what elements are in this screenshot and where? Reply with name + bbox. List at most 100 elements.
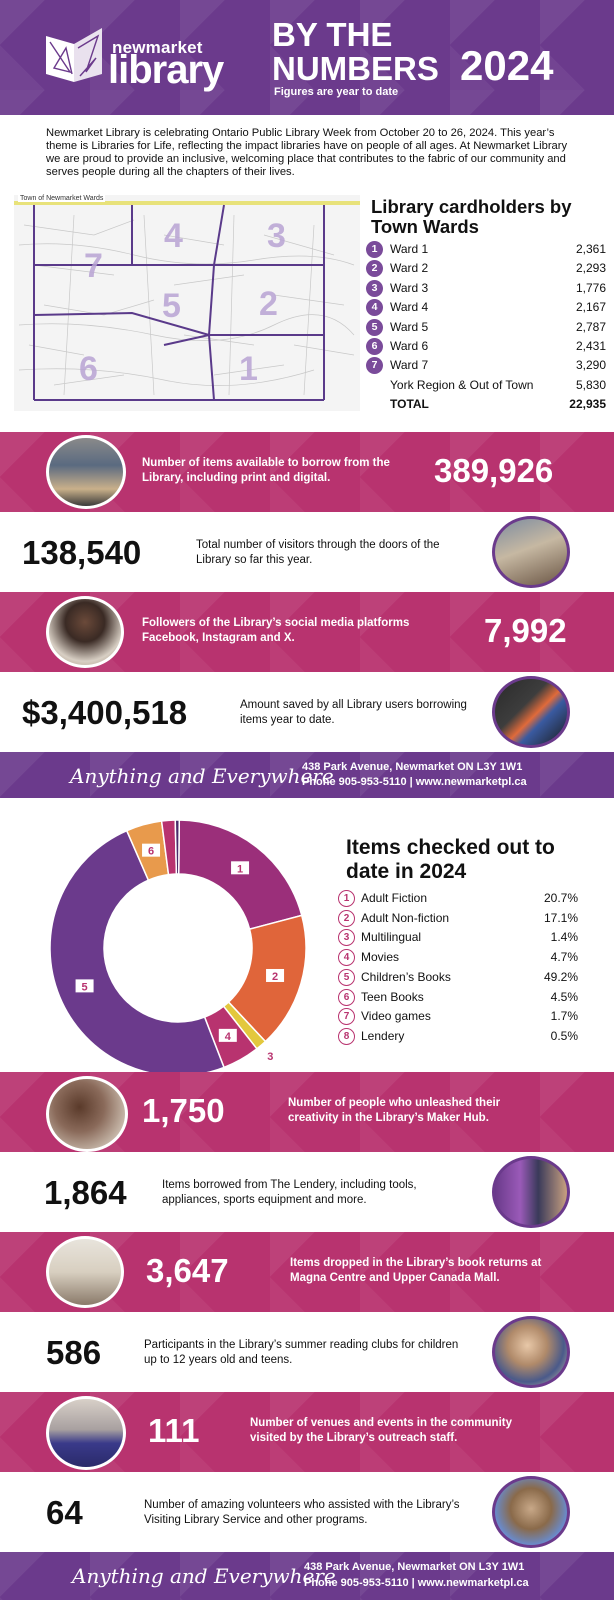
ward-value: 2,361 [575, 242, 606, 256]
ward-label: Ward 5 [390, 320, 429, 334]
stat-desc: Participants in the Library’s summer rea… [144, 1339, 459, 1366]
ward-number-badge: 2 [366, 260, 383, 277]
stat-value: 111 [148, 1412, 200, 1449]
legend-value: 4.7% [550, 950, 578, 965]
wallet-photo [492, 676, 570, 748]
legend-value: 1.4% [550, 930, 578, 945]
ward-row: 4 Ward 4 2,167 [366, 298, 606, 316]
volunteers-photo [492, 1476, 570, 1548]
donut-slice [49, 829, 225, 1074]
stat-band-lendery: 1,864 Items borrowed from The Lendery, i… [0, 1152, 614, 1232]
ward-label: York Region & Out of Town [390, 378, 534, 392]
donut-slice-label: 7 [164, 812, 170, 813]
legend-number-badge: 1 [338, 890, 355, 907]
stat-band-reading-club: 586 Participants in the Library’s summer… [0, 1312, 614, 1392]
checkout-donut-chart: 1 2 3 4 5 6 7 8 [49, 812, 307, 1074]
ward-row: TOTAL 22,935 [366, 395, 606, 413]
ward-row: 6 Ward 6 2,431 [366, 337, 606, 355]
ward-value: 2,787 [575, 320, 606, 334]
donut-slice-label: 2 [272, 971, 278, 983]
ward-number-badge: 7 [366, 357, 383, 374]
ward-map: 1 2 3 4 5 6 7 [14, 195, 360, 411]
donut-label-box [218, 1028, 237, 1042]
map-ward-1: 1 [239, 350, 258, 388]
legend-row: 2 Adult Non-fiction 17.1% [338, 909, 578, 928]
legend-number-badge: 4 [338, 949, 355, 967]
ward-label: Ward 4 [390, 300, 429, 314]
legend-number-badge: 8 [338, 1027, 355, 1045]
wards-title: Library cardholders by Town Wards [371, 196, 572, 237]
legend-label: Teen Books [361, 989, 424, 1004]
donut-slice [174, 819, 181, 875]
footer-banner-top: Anything and Everywhere 438 Park Avenue,… [0, 752, 614, 798]
donut-label-box [261, 1048, 280, 1062]
ward-number-badge: 6 [366, 338, 383, 355]
stat-band-makerhub: 1,750 Number of people who unleashed the… [0, 1072, 614, 1152]
donut-label-box [231, 861, 250, 875]
donut-label-box [266, 968, 285, 982]
map-label: Town of Newmarket Wards [18, 195, 106, 202]
ward-value: 1,776 [575, 281, 606, 295]
ward-number-badge: 1 [366, 241, 383, 258]
stat-desc: Number of amazing volunteers who assiste… [144, 1499, 460, 1526]
ward-value: 2,167 [575, 300, 606, 314]
legend-number-badge: 6 [338, 988, 355, 1006]
stat-value: 138,540 [22, 534, 142, 571]
stat-desc: Number of venues and events in the commu… [250, 1417, 512, 1444]
footer-address: 438 Park Avenue, Newmarket ON L3Y 1W1 [302, 761, 523, 773]
ward-value: 2,431 [575, 339, 606, 353]
ward-label: Ward 7 [390, 358, 429, 372]
footer-address: 438 Park Avenue, Newmarket ON L3Y 1W1 [304, 1561, 525, 1573]
page-title-line1: BY THE [272, 16, 393, 53]
map-ward-5: 5 [162, 287, 181, 325]
stat-desc: Number of items available to borrow from… [142, 457, 390, 484]
map-ward-4: 4 [164, 217, 183, 255]
ward-number-badge: 3 [366, 280, 383, 297]
stat-desc: Items borrowed from The Lendery, includi… [162, 1179, 417, 1206]
donut-slice-label: 8 [174, 812, 180, 813]
legend-row: 3 Multilingual 1.4% [338, 929, 578, 947]
stat-value: 586 [46, 1334, 102, 1371]
footer-phone: Phone 905-953-5110 | www.newmarketpl.ca [302, 776, 527, 788]
map-ward-2: 2 [259, 285, 278, 323]
ward-value: 2,293 [575, 261, 606, 275]
social-media-photo [46, 596, 124, 668]
stat-value: 3,647 [146, 1252, 229, 1289]
map-ward-3: 3 [267, 217, 286, 255]
ward-row: 3 Ward 3 1,776 [366, 279, 606, 297]
stat-band-savings: $3,400,518 Amount saved by all Library u… [0, 672, 614, 752]
stat-band-followers: Followers of the Library’s social media … [0, 592, 614, 672]
donut-slice-label: 1 [237, 863, 243, 875]
legend-row: 6 Teen Books 4.5% [338, 988, 578, 1007]
donut-slice-label: 4 [225, 1031, 232, 1043]
legend-row: 7 Video games 1.7% [338, 1008, 578, 1026]
footer-tagline: Anything and Everywhere [70, 764, 334, 788]
ward-number-badge: 5 [366, 319, 383, 336]
page-title-line2: NUMBERS [272, 50, 439, 87]
lendery-photo [492, 1156, 570, 1228]
legend-value: 17.1% [543, 910, 578, 925]
legend-label: Lendery [361, 1028, 405, 1043]
page-year: 2024 [460, 42, 554, 89]
ward-row: 5 Ward 5 2,787 [366, 318, 606, 336]
donut-label-box [142, 843, 161, 857]
stat-desc: Amount saved by all Library users borrow… [240, 699, 467, 726]
legend-row: 4 Movies 4.7% [338, 949, 578, 967]
ward-value: 3,290 [575, 358, 606, 372]
stat-value: 389,926 [434, 452, 554, 489]
logo-wordmark-small: newmarket [112, 38, 203, 57]
donut-label-box [75, 979, 94, 993]
legend-value: 20.7% [543, 891, 578, 905]
ward-label: Ward 1 [390, 242, 429, 256]
stat-band-visitors: 138,540 Total number of visitors through… [0, 512, 614, 592]
ward-number-badge: 4 [366, 299, 383, 316]
map-ward-6: 6 [79, 350, 98, 388]
stat-value: 1,750 [142, 1092, 225, 1129]
ward-label: TOTAL [390, 397, 429, 411]
header-banner: newmarket library BY THE NUMBERS 2024 Fi… [0, 0, 614, 115]
stat-band-volunteers: 64 Number of amazing volunteers who assi… [0, 1472, 614, 1552]
ward-row: 2 Ward 2 2,293 [366, 259, 606, 277]
legend-label: Children’s Books [361, 969, 451, 984]
legend-label: Movies [361, 950, 400, 965]
page-gap [0, 798, 614, 806]
